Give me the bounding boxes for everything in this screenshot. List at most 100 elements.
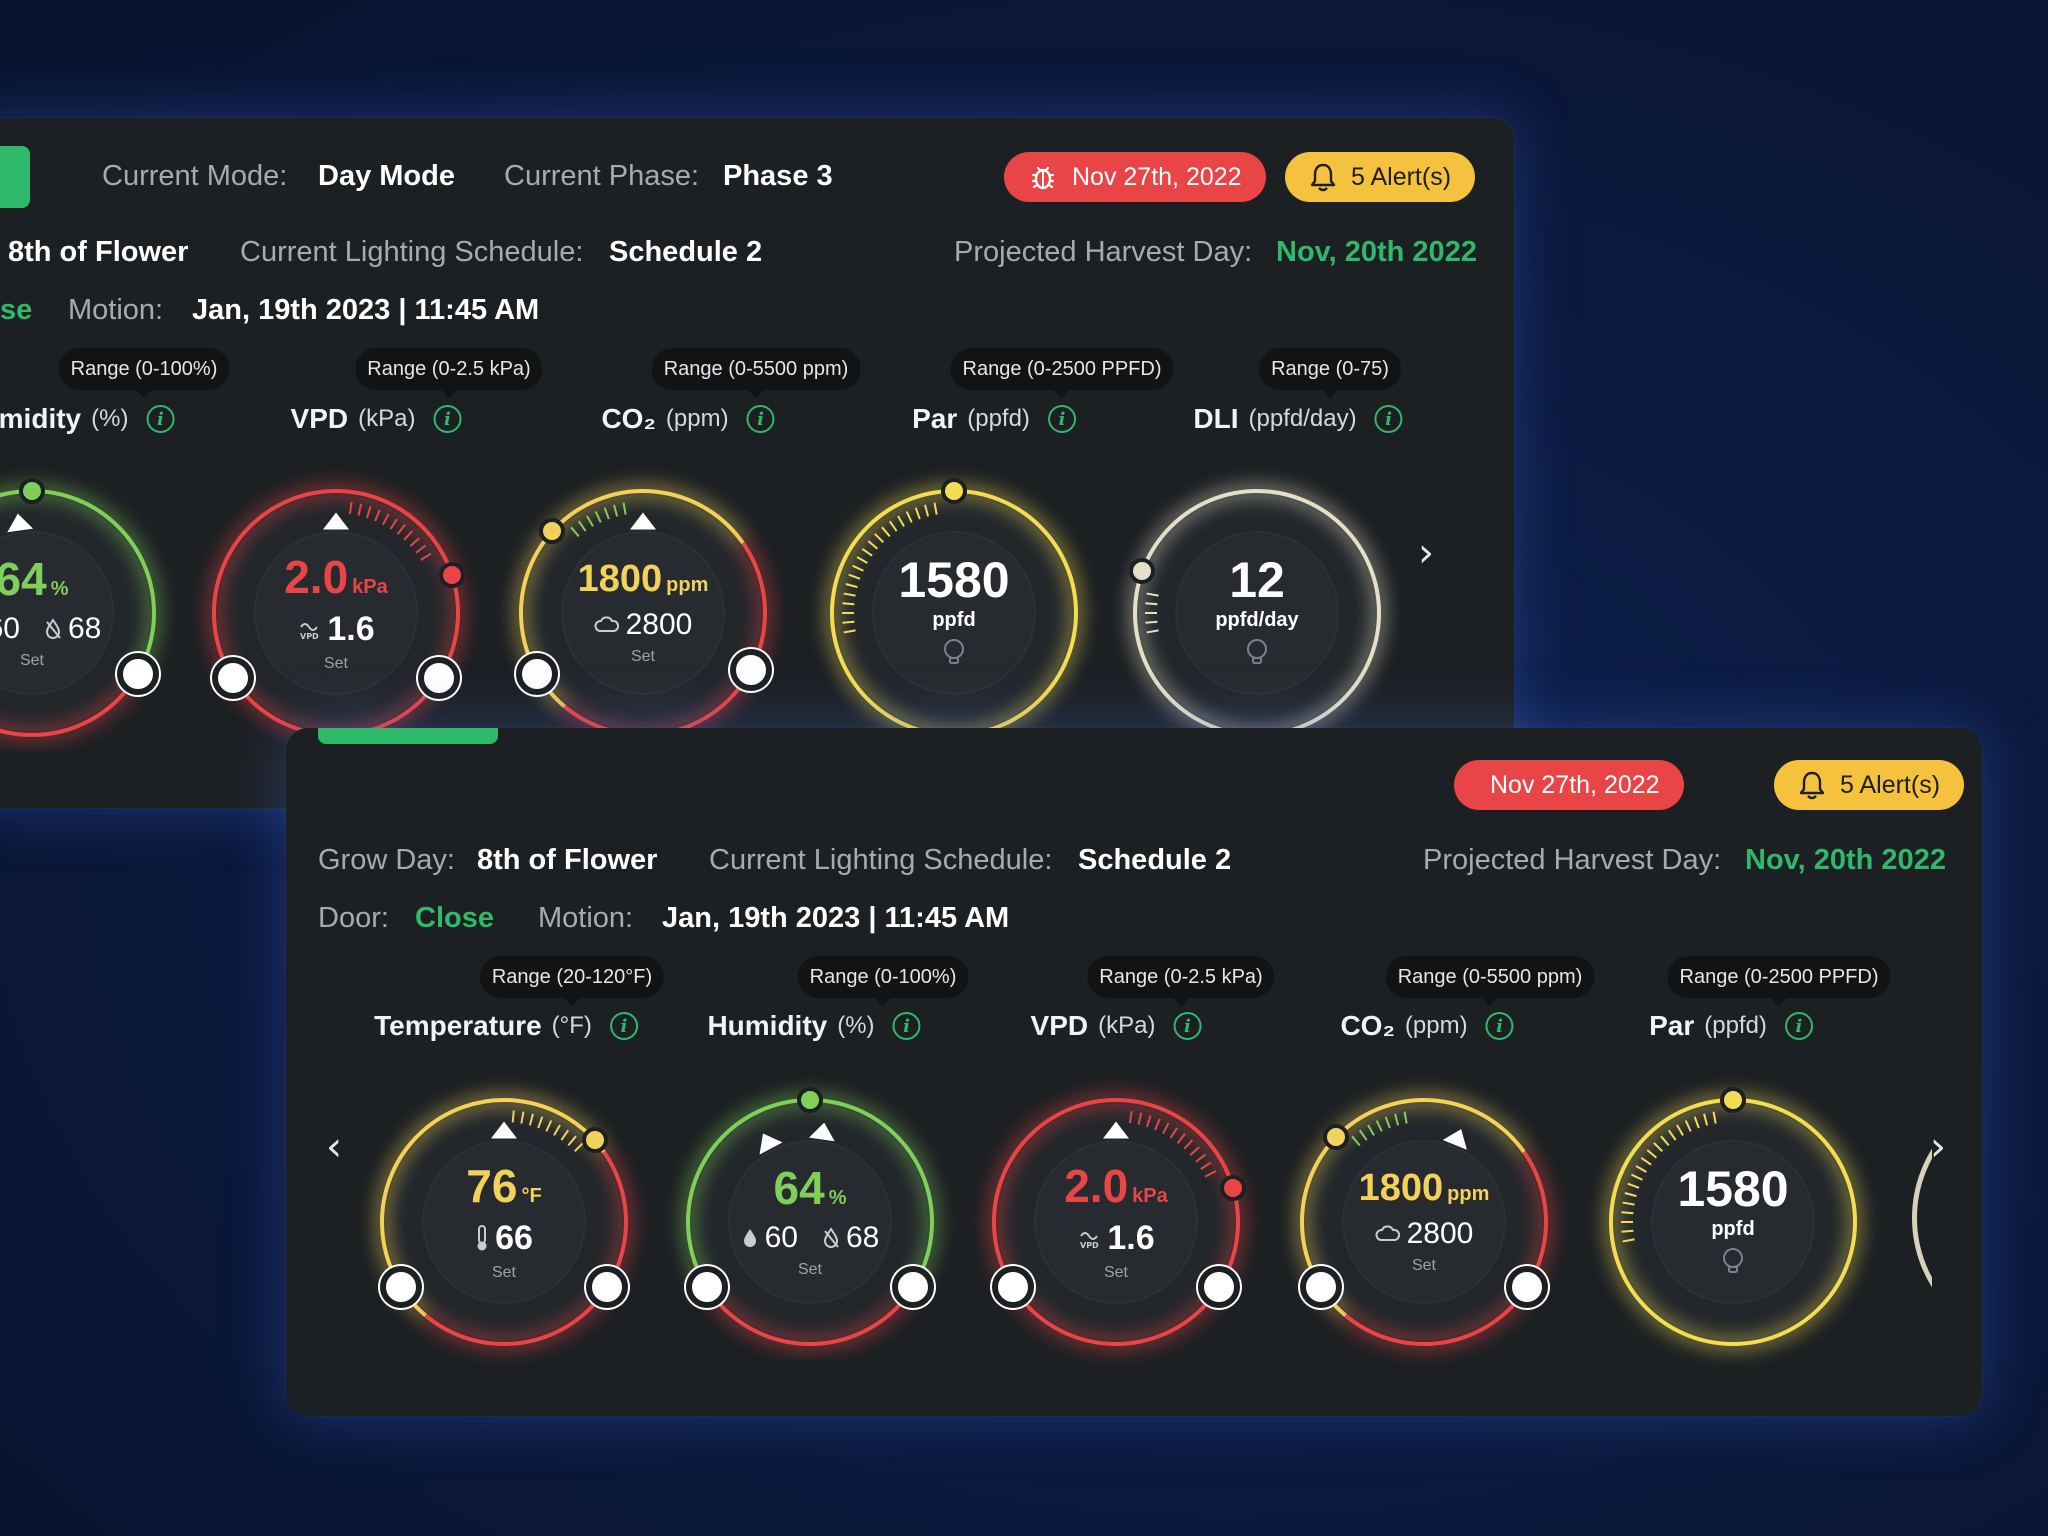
gauge-set-label: Set bbox=[491, 1263, 516, 1281]
gauge-value-number: 2.0 bbox=[1064, 1159, 1129, 1212]
metric-label-co2: CO₂ (ppm) i bbox=[601, 403, 775, 435]
chevron-right-icon[interactable]: › bbox=[1418, 530, 1434, 576]
alerts-badge[interactable]: 5 Alert(s) bbox=[1285, 152, 1476, 202]
metric-name: Humidity bbox=[707, 1010, 828, 1041]
gauge-setpoint: 2800 bbox=[1375, 1217, 1473, 1251]
metric-label-dli: DLI (ppfd/day) i bbox=[1193, 403, 1403, 435]
range-tooltip-vpd: Range (0-2.5 kPa) bbox=[1087, 956, 1275, 1006]
dli-bulb-icon bbox=[1244, 638, 1270, 671]
setpoint-knob[interactable] bbox=[211, 656, 254, 699]
vpd-icon: VPD bbox=[300, 623, 319, 641]
co2-gauge[interactable]: 1800 ppm 2800 Set bbox=[513, 483, 773, 743]
chevron-left-icon[interactable]: ‹ bbox=[326, 1124, 342, 1170]
info-icon[interactable]: i bbox=[1047, 405, 1076, 433]
temperature-gauge[interactable]: 76 °F 66 Set bbox=[374, 1092, 634, 1352]
metric-unit: (%) bbox=[837, 1012, 875, 1039]
setpoint-knob[interactable] bbox=[418, 656, 461, 699]
setpoint-knob[interactable] bbox=[729, 649, 772, 692]
metric-unit: (kPa) bbox=[1098, 1012, 1156, 1039]
current-value-dot bbox=[797, 1087, 823, 1113]
setpoint-knob[interactable] bbox=[1506, 1265, 1549, 1308]
mode-indicator-bar bbox=[318, 728, 498, 744]
bell-icon bbox=[1310, 163, 1336, 192]
current-phase-value: Phase 3 bbox=[723, 160, 833, 192]
metric-label-vpd: VPD (kPa) i bbox=[291, 403, 462, 435]
setpoint-knob[interactable] bbox=[991, 1265, 1034, 1308]
setpoint-knob[interactable] bbox=[1198, 1265, 1241, 1308]
pest-date-badge[interactable]: Nov 27th, 2022 bbox=[1454, 760, 1684, 810]
metric-name: VPD bbox=[290, 403, 349, 434]
metric-unit: (ppfd) bbox=[967, 405, 1030, 432]
info-icon[interactable]: i bbox=[609, 1012, 638, 1040]
drop-outline-icon bbox=[823, 1227, 839, 1248]
pest-date-badge[interactable]: Nov 27th, 2022 bbox=[1004, 152, 1266, 202]
gauge-value: 1580 bbox=[898, 555, 1009, 605]
par-gauge[interactable]: 1580 ppfd bbox=[824, 478, 1084, 743]
gauge-value: 76 °F bbox=[466, 1163, 541, 1209]
gauge-value: 12 bbox=[1229, 555, 1285, 605]
gauge-value-unit: % bbox=[50, 578, 69, 600]
lighting-schedule-label: Current Lighting Schedule: bbox=[240, 236, 584, 268]
gauge-unit: ppfd/day bbox=[1215, 609, 1299, 631]
setpoint-knob[interactable] bbox=[1299, 1265, 1342, 1308]
gauge-value-unit: % bbox=[828, 1187, 847, 1209]
metric-unit: (ppfd) bbox=[1704, 1012, 1767, 1039]
dli-gauge[interactable]: 12 ppfd/day bbox=[1127, 483, 1387, 743]
co2-gauge[interactable]: 1800 ppm 2800 Set bbox=[1294, 1092, 1554, 1352]
setpoint-knob[interactable] bbox=[516, 653, 559, 695]
info-icon[interactable]: i bbox=[1374, 405, 1403, 433]
current-value-dot bbox=[1220, 1175, 1247, 1202]
info-icon[interactable]: i bbox=[433, 405, 462, 433]
par-bulb-icon bbox=[941, 638, 967, 671]
par-gauge[interactable]: 1580 ppfd bbox=[1603, 1087, 1863, 1352]
setpoint-knob[interactable] bbox=[892, 1265, 935, 1308]
next-gauge-peek bbox=[1912, 1088, 1932, 1358]
metric-unit: (°F) bbox=[551, 1012, 592, 1039]
setpoint-knob[interactable] bbox=[116, 653, 159, 695]
door-value: se bbox=[0, 294, 33, 326]
setpoint-knob[interactable] bbox=[685, 1265, 728, 1308]
range-tooltip-humidity: Range (0-100%) bbox=[58, 348, 230, 398]
gauge-set-label: Set bbox=[19, 652, 44, 669]
gauge-value-number: 2.0 bbox=[284, 550, 349, 603]
svg-text:VPD: VPD bbox=[300, 632, 319, 641]
info-icon[interactable]: i bbox=[1485, 1012, 1514, 1040]
vpd-gauge[interactable]: 2.0 kPa VPD 1.6 Set bbox=[986, 1092, 1247, 1352]
gauge-value-number: 76 bbox=[466, 1159, 518, 1212]
drop-outline-icon bbox=[45, 618, 61, 639]
info-icon[interactable]: i bbox=[1784, 1012, 1813, 1040]
info-icon[interactable]: i bbox=[146, 405, 175, 433]
gauge-value-number: 1800 bbox=[1358, 1167, 1444, 1209]
metric-name: DLI bbox=[1193, 403, 1239, 434]
info-icon[interactable]: i bbox=[1173, 1012, 1202, 1040]
range-tooltip-vpd: Range (0-2.5 kPa) bbox=[355, 348, 543, 398]
alerts-text: 5 Alert(s) bbox=[1351, 162, 1452, 191]
marker-triangle bbox=[630, 512, 656, 530]
setpoint-knob[interactable] bbox=[586, 1265, 629, 1308]
info-icon[interactable]: i bbox=[746, 405, 775, 433]
gauge-value-unit: kPa bbox=[352, 575, 388, 598]
chevron-right-icon[interactable]: › bbox=[1930, 1124, 1946, 1170]
marker-triangle bbox=[491, 1121, 517, 1139]
metric-label-par: Par (ppfd) i bbox=[912, 403, 1076, 435]
range-tooltip-dli: Range (0-75) bbox=[1259, 348, 1401, 398]
metric-unit: (ppm) bbox=[1404, 1012, 1468, 1039]
gauge-set-label: Set bbox=[797, 1261, 822, 1278]
co2-cloud-icon bbox=[594, 616, 619, 632]
lighting-schedule-value: Schedule 2 bbox=[1078, 844, 1232, 876]
metric-label-vpd: VPD (kPa) i bbox=[1031, 1010, 1202, 1042]
gauge-value: 2.0 kPa bbox=[1064, 1163, 1168, 1209]
vpd-gauge[interactable]: 2.0 kPa VPD 1.6 Set bbox=[206, 483, 466, 743]
alerts-badge[interactable]: 5 Alert(s) bbox=[1774, 760, 1965, 810]
setpoint-knob[interactable] bbox=[379, 1265, 422, 1308]
gauge-value: 1800 ppm bbox=[1359, 1169, 1490, 1207]
info-icon[interactable]: i bbox=[892, 1012, 921, 1040]
gauge-value-number: 1580 bbox=[898, 552, 1010, 608]
range-tooltip-par: Range (0-2500 PPFD) bbox=[950, 348, 1174, 398]
lighting-schedule-label: Current Lighting Schedule: bbox=[709, 844, 1053, 876]
lighting-schedule-value: Schedule 2 bbox=[609, 236, 763, 268]
motion-value: Jan, 19th 2023 | 11:45 AM bbox=[192, 294, 540, 326]
